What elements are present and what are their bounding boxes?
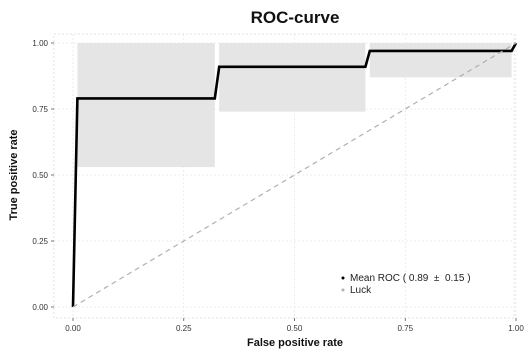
y-tick-label-3: 0.75: [32, 105, 48, 114]
plot-area: [53, 33, 518, 319]
confidence-band-1: [219, 43, 366, 112]
y-tick-label-2: 0.50: [32, 171, 48, 180]
chart-title: ROC-curve: [251, 8, 340, 27]
y-tick-label-0: 0.00: [32, 303, 48, 312]
y-tick-label-4: 1.00: [32, 39, 48, 48]
x-axis-label: False positive rate: [247, 337, 343, 349]
legend-marker-mean-roc: [341, 276, 345, 280]
plot-border: [53, 33, 515, 319]
x-tick-label-1: 0.25: [176, 324, 192, 333]
legend-label-mean-roc: Mean ROC ( 0.89 ± 0.15 ): [350, 273, 471, 284]
confidence-band-2: [369, 43, 512, 78]
y-tick-label-1: 0.25: [32, 237, 48, 246]
x-tick-label-3: 0.75: [397, 324, 413, 333]
series-line-luck: [72, 42, 517, 308]
series-line-mean-roc: [71, 42, 518, 308]
confidence-band-0: [77, 43, 215, 168]
legend-label-luck: Luck: [350, 285, 372, 296]
x-tick-label-0: 0.00: [65, 324, 81, 333]
x-tick-label-4: 1.00: [508, 324, 524, 333]
legend-marker-luck: [341, 288, 345, 292]
legend: Mean ROC ( 0.89 ± 0.15 ) Luck: [341, 273, 471, 296]
x-tick-label-2: 0.50: [287, 324, 303, 333]
axes: 0.00 0.25 0.50 0.75 1.00 0.00 0.25 0.50 0.75 1.00: [32, 39, 524, 333]
y-axis-label: True positive rate: [8, 129, 20, 220]
